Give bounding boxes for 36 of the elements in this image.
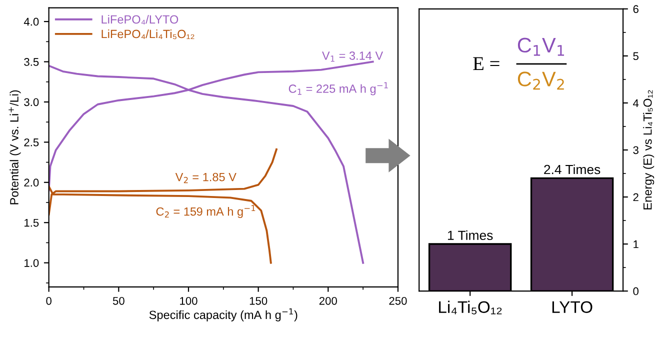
y-tick-label: 2.0	[24, 178, 39, 187]
annotation: C$_{1}$ = 225 mA h g$^{−1}$	[288, 82, 388, 96]
y-tick-label: 1.5	[24, 218, 39, 227]
y-tick-label: 2	[633, 193, 638, 202]
x-tick-label: 200	[319, 296, 337, 305]
y-axis-title: Potential (V vs. Li$^{+}$/Li)	[8, 90, 21, 204]
x-tick-label: 0	[46, 296, 52, 305]
y-tick-label: 1.0	[24, 259, 39, 267]
y-tick-label: 3.5	[24, 58, 39, 66]
y-tick-label: 5	[633, 52, 638, 60]
data-label: 1 Times	[448, 230, 493, 240]
y-tick-label: 4	[633, 99, 639, 107]
x-axis-title: Specific capacity (mA h g$^{−1}$)	[149, 308, 298, 322]
x-tick-label: 250	[389, 296, 407, 305]
annotation: V$_{1}$ = 3.14 V	[322, 51, 384, 62]
y-tick-label: 1	[634, 240, 638, 248]
annotation: V$_{2}$ = 1.85 V	[175, 172, 236, 184]
y-tick-label: 3	[633, 146, 638, 154]
x-tick-label: 150	[250, 296, 268, 305]
annotation: C$_{1}$V$_{1}$	[518, 38, 564, 56]
y-tick-label: 4.0	[24, 18, 39, 26]
annotation: C$_{2}$ = 159 mA h g$^{−1}$	[156, 205, 256, 218]
x-tick-label: 100	[180, 296, 198, 305]
y-tick-label: 2.5	[24, 138, 39, 146]
y-tick-label: 6	[633, 5, 638, 14]
legend-label: LiFePO₄/Li₄Ti₅O₁₂	[102, 29, 194, 40]
annotation: E =	[473, 57, 500, 70]
annotation: C$_{2}$V$_{2}$	[518, 72, 564, 90]
y-tick-label: 3.0	[24, 98, 39, 106]
data-label: 2.4 Times	[544, 164, 600, 174]
x-tick-label: LYTO	[552, 301, 592, 314]
legend-label: LiFePO₄/LYTO	[102, 14, 178, 25]
y-axis-title: Energy (E) vs Li₄Ti₅O₁₂	[643, 90, 654, 210]
x-tick-label: 50	[112, 296, 124, 305]
y-tick-label: 0	[633, 287, 639, 296]
x-tick-label: Li₄Ti₅O₁₂	[439, 300, 502, 314]
